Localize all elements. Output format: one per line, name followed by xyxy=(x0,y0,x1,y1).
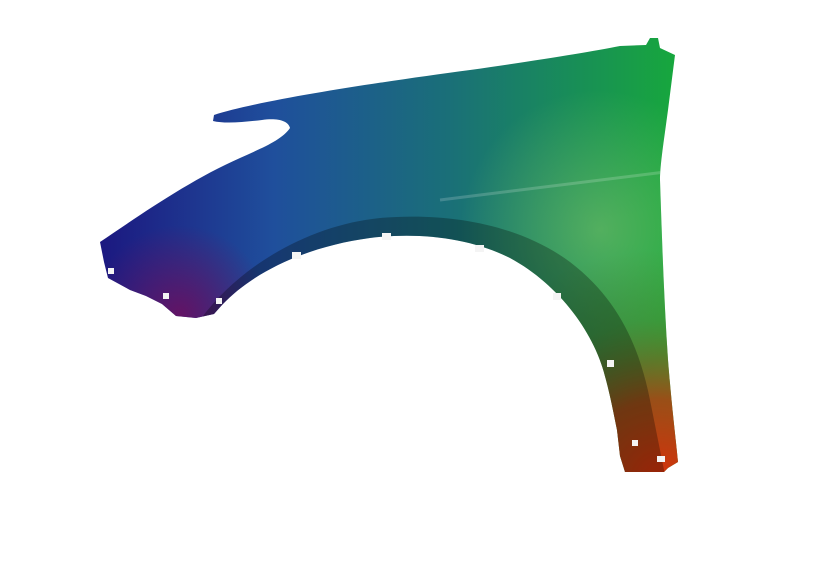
clip-hole xyxy=(475,245,484,252)
clip-hole xyxy=(216,298,222,304)
clip-hole xyxy=(632,440,638,446)
wheel-arch-flange xyxy=(200,216,665,472)
clip-hole xyxy=(382,233,391,240)
body-crease xyxy=(439,170,666,202)
clip-hole xyxy=(163,293,169,299)
clip-hole xyxy=(607,360,614,367)
clip-hole xyxy=(553,293,561,300)
clip-hole xyxy=(657,456,665,462)
mounting-clips xyxy=(108,233,665,462)
clip-hole xyxy=(292,252,301,259)
clip-hole xyxy=(108,268,114,274)
